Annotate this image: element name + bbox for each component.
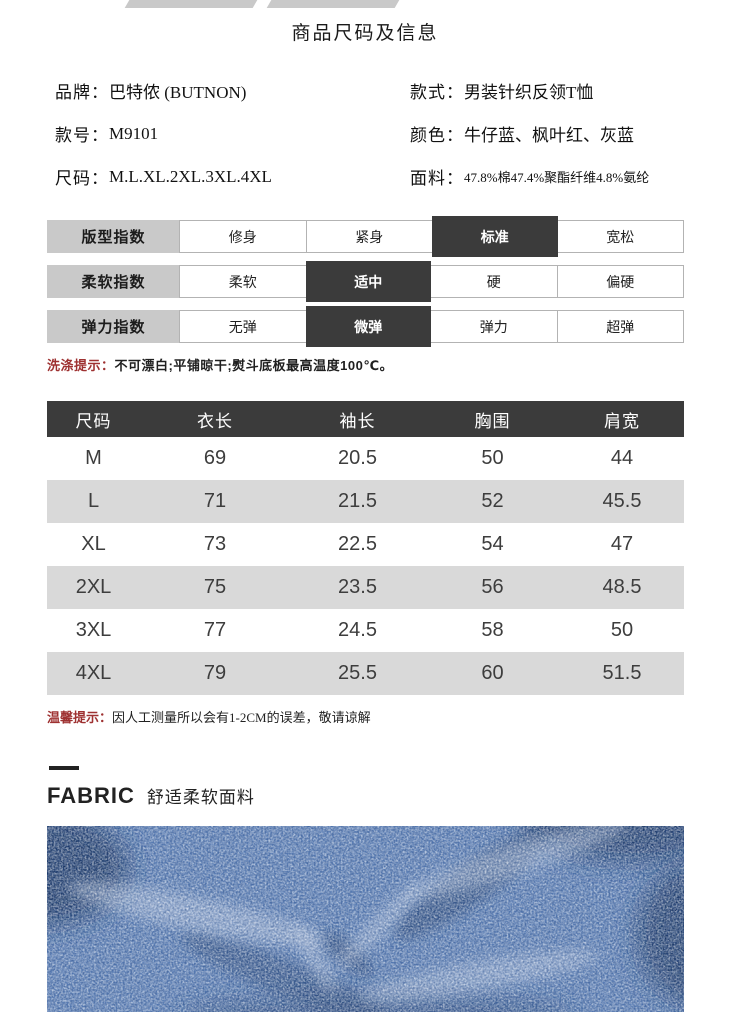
warm-tip: 温馨提示：因人工测量所以会有1-2CM的误差，敬请谅解 — [47, 707, 684, 726]
rating-index-block: 版型指数 修身 紧身 标准 宽松 柔软指数 柔软 适中 硬 偏硬 弹力指数 无弹… — [47, 216, 684, 347]
info-row-model: 款号： M9101 — [55, 112, 410, 155]
index-row-softness: 柔软指数 柔软 适中 硬 偏硬 — [47, 261, 684, 302]
wash-tip: 洗涤提示：不可漂白;平铺晾干;熨斗底板最高温度100℃。 — [47, 355, 684, 374]
table-cell: 2XL — [75, 576, 112, 598]
softness-option: 硬 — [430, 265, 558, 298]
index-row-elasticity: 弹力指数 无弹 微弹 弹力 超弹 — [47, 306, 684, 347]
model-label: 款号： — [55, 126, 109, 145]
info-row-style: 款式： 男装针织反领T恤 — [410, 69, 684, 112]
table-cell: 79 — [203, 662, 227, 684]
softness-option: 偏硬 — [556, 265, 684, 298]
table-cell: 75 — [203, 576, 227, 598]
table-cell: M — [85, 447, 102, 469]
header-cell-length: 衣长 — [197, 411, 233, 431]
warm-tip-label: 温馨提示： — [47, 710, 113, 725]
table-row-2xl: 2XL 75 23.5 56 48.5 — [47, 566, 684, 609]
table-cell: 60 — [481, 662, 504, 684]
fabric-section-heading: FABRIC 舒适柔软面料 — [47, 783, 684, 809]
table-cell: 45.5 — [602, 490, 642, 512]
table-cell: 54 — [481, 533, 504, 555]
table-cell: 50 — [610, 619, 634, 641]
table-row-l: L 71 21.5 52 45.5 — [47, 480, 684, 523]
fabric-section: FABRIC 舒适柔软面料 — [47, 766, 684, 1012]
ribbon-shape-left — [124, 0, 258, 8]
color-value: 牛仔蓝、枫叶红、灰蓝 — [464, 126, 634, 145]
table-row-3xl: 3XL 77 24.5 58 50 — [47, 609, 684, 652]
softness-option-selected: 适中 — [305, 261, 431, 302]
table-cell: 50 — [481, 447, 504, 469]
fabric-label: 面料： — [410, 169, 464, 188]
fit-option: 紧身 — [305, 220, 433, 253]
table-cell: 77 — [203, 619, 227, 641]
fit-option: 宽松 — [556, 220, 684, 253]
color-label: 颜色： — [410, 126, 464, 145]
style-label: 款式： — [410, 83, 464, 102]
table-row-xl: XL 73 22.5 54 47 — [47, 523, 684, 566]
table-cell: 25.5 — [338, 662, 377, 684]
elasticity-option-selected: 微弹 — [305, 306, 431, 347]
table-cell: 24.5 — [338, 619, 377, 641]
table-cell: XL — [81, 533, 106, 555]
softness-option: 柔软 — [179, 265, 307, 298]
table-cell: 47 — [610, 533, 634, 555]
page-title: 商品尺码及信息 — [291, 23, 439, 44]
header-cell-bust: 胸围 — [474, 411, 511, 431]
index-row-fit: 版型指数 修身 紧身 标准 宽松 — [47, 216, 684, 257]
header-cell-sleeve: 袖长 — [339, 411, 376, 431]
style-value: 男装针织反领T恤 — [464, 83, 594, 102]
fabric-heading-cn: 舒适柔软面料 — [146, 788, 255, 807]
table-cell: 56 — [481, 576, 504, 598]
table-cell: 21.5 — [338, 490, 377, 512]
warm-tip-text: 因人工测量所以会有1-2CM的误差，敬请谅解 — [112, 710, 371, 725]
table-row-4xl: 4XL 79 25.5 60 51.5 — [47, 652, 684, 695]
info-row-sizes: 尺码： M.L.XL.2XL.3XL.4XL — [55, 155, 410, 198]
table-cell: 20.5 — [338, 447, 377, 469]
table-cell: 23.5 — [338, 576, 377, 598]
model-value: M9101 — [109, 123, 159, 143]
section-dash-decoration — [49, 766, 79, 770]
table-row-m: M 69 20.5 50 44 — [47, 437, 684, 480]
wash-tip-label: 洗涤提示： — [47, 358, 115, 373]
table-cell: 58 — [481, 619, 504, 641]
elasticity-option: 超弹 — [556, 310, 684, 343]
brand-value: 巴特侬 (BUTNON) — [109, 83, 247, 102]
table-cell: L — [87, 490, 100, 512]
sizes-value: M.L.XL.2XL.3XL.4XL — [109, 166, 272, 186]
table-cell: 69 — [203, 447, 227, 469]
brand-label: 品牌： — [55, 83, 109, 102]
elasticity-index-label: 弹力指数 — [47, 310, 180, 343]
fit-option: 修身 — [179, 220, 307, 253]
fit-option-selected: 标准 — [432, 216, 558, 257]
info-row-brand: 品牌： 巴特侬 (BUTNON) — [55, 69, 410, 112]
header-cell-shoulder: 肩宽 — [604, 411, 640, 431]
fabric-photo — [47, 826, 684, 1012]
header-cell-size: 尺码 — [75, 411, 112, 431]
elasticity-option: 弹力 — [430, 310, 558, 343]
table-cell: 22.5 — [338, 533, 377, 555]
table-cell: 52 — [481, 490, 504, 512]
sizes-label: 尺码： — [55, 169, 109, 188]
table-cell: 44 — [610, 447, 634, 469]
top-ribbon-decoration — [0, 0, 730, 8]
fabric-heading-en: FABRIC — [47, 783, 135, 808]
info-row-color: 颜色： 牛仔蓝、枫叶红、灰蓝 — [410, 112, 684, 155]
table-cell: 4XL — [75, 662, 112, 684]
softness-index-label: 柔软指数 — [47, 265, 180, 298]
elasticity-option: 无弹 — [179, 310, 307, 343]
info-row-fabric: 面料： 47.8%棉47.4%聚酯纤维4.8%氨纶 — [410, 155, 684, 198]
table-cell: 51.5 — [602, 662, 642, 684]
size-table-header: 尺码 衣长 袖长 胸围 肩宽 — [47, 401, 684, 437]
size-table: 尺码 衣长 袖长 胸围 肩宽 M 69 20.5 50 44 L 71 21.5… — [47, 401, 684, 695]
table-cell: 73 — [203, 533, 227, 555]
wash-tip-text: 不可漂白;平铺晾干;熨斗底板最高温度100℃。 — [114, 358, 394, 373]
table-cell: 3XL — [75, 619, 112, 641]
product-info-block: 品牌： 巴特侬 (BUTNON) 款号： M9101 尺码： M.L.XL.2X… — [55, 69, 684, 198]
table-cell: 71 — [203, 490, 227, 512]
table-cell: 48.5 — [602, 576, 642, 598]
ribbon-shape-right — [266, 0, 400, 8]
fabric-value: 47.8%棉47.4%聚酯纤维4.8%氨纶 — [464, 170, 650, 185]
fit-index-label: 版型指数 — [47, 220, 180, 253]
